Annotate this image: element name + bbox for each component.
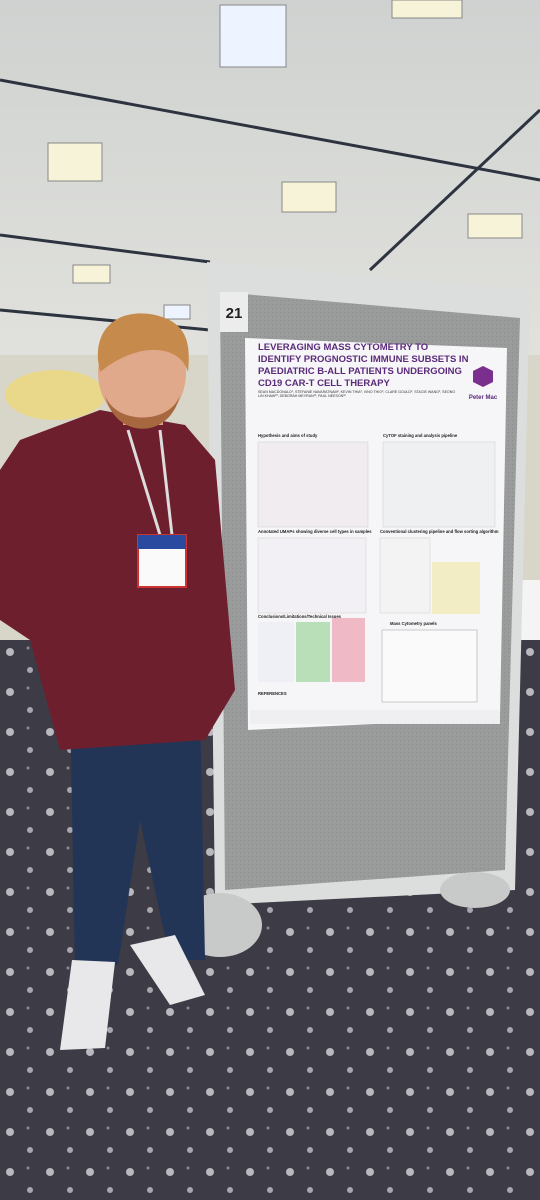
wall-light bbox=[5, 370, 105, 420]
lanyard bbox=[126, 429, 162, 536]
shoe bbox=[60, 960, 115, 1050]
poster-title-line: PAEDIATRIC B-ALL PATIENTS UNDERGOING bbox=[258, 366, 462, 377]
logo-mark bbox=[473, 366, 493, 387]
hair bbox=[97, 313, 189, 372]
section-heading: Hypothesis and aims of study bbox=[258, 433, 318, 438]
poster-title-line: LEVERAGING MASS CYTOMETRY TO bbox=[258, 342, 428, 353]
poster-authors: SEAN MACDONALD¹, STEFANIE NAVARATNAM², K… bbox=[258, 390, 456, 399]
jeans bbox=[70, 705, 205, 965]
poster-authors-box: SEAN MACDONALD¹, STEFANIE NAVARATNAM², K… bbox=[258, 390, 456, 399]
shirt bbox=[0, 410, 235, 750]
poster-sections: Hypothesis and aims of study CyTOF stain… bbox=[258, 433, 499, 696]
ceiling-beams bbox=[0, 78, 540, 332]
beard bbox=[105, 395, 180, 429]
section-heading: Mass Cytometry panels bbox=[390, 621, 437, 626]
section-heading: REFERENCES bbox=[258, 691, 287, 696]
lanyard bbox=[158, 429, 174, 536]
board-number-plate bbox=[220, 292, 248, 332]
logo-text: Peter Mac bbox=[469, 395, 498, 401]
poster-figures bbox=[250, 441, 500, 724]
poster-title-line: CD19 CAR-T CELL THERAPY bbox=[258, 378, 390, 389]
board-number: 21 bbox=[226, 305, 243, 322]
board-foot bbox=[440, 872, 510, 908]
poster-title-line: IDENTIFY PROGNOSTIC IMMUNE SUBSETS IN bbox=[258, 354, 469, 365]
section-heading: Conclusions/Limitations/Technical Issues bbox=[258, 614, 342, 619]
section-heading: Annotated UMAPs showing diverse cell typ… bbox=[258, 529, 372, 534]
poster-title: LEVERAGING MASS CYTOMETRY TO IDENTIFY PR… bbox=[258, 342, 469, 389]
badge-header bbox=[138, 535, 186, 549]
ceiling-lights bbox=[47, 0, 523, 320]
section-heading: Conventional clustering pipeline and flo… bbox=[380, 529, 499, 534]
shoe bbox=[130, 935, 205, 1005]
person bbox=[0, 313, 235, 1050]
section-heading: CyTOF staining and analysis pipeline bbox=[383, 433, 458, 438]
